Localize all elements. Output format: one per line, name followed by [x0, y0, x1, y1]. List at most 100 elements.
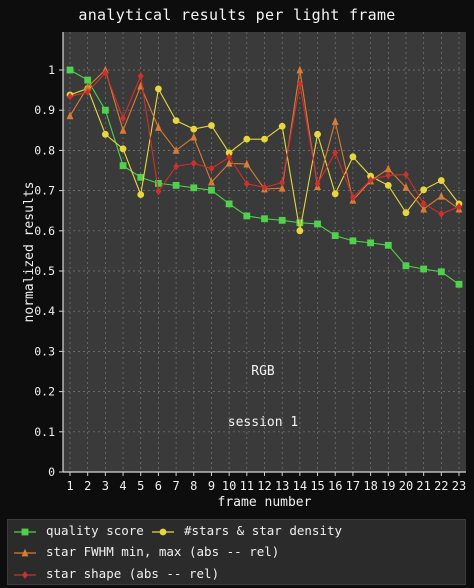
data-point: [437, 177, 445, 184]
data-point: [331, 232, 339, 240]
data-point: [137, 173, 145, 181]
data-point: [66, 111, 74, 120]
data-point: [350, 193, 356, 202]
legend-label: quality score: [46, 523, 144, 538]
x-tick-label: 14: [293, 479, 307, 493]
x-tick-label: 1: [66, 479, 73, 493]
data-point: [314, 179, 321, 188]
data-point: [84, 76, 92, 84]
data-point: [420, 186, 428, 194]
legend-symbol: [21, 528, 29, 535]
y-tick-label: 0: [48, 465, 55, 479]
x-tick-label: 7: [172, 479, 179, 493]
data-point: [190, 184, 198, 192]
x-tick-label: 23: [452, 479, 466, 493]
y-tick-label: 0.6: [34, 224, 55, 238]
data-point: [119, 125, 127, 134]
data-point: [367, 176, 374, 185]
data-point: [243, 159, 251, 168]
data-point: [403, 170, 409, 179]
legend-item: quality score: [14, 523, 144, 538]
data-point: [437, 191, 445, 200]
data-point: [208, 122, 215, 129]
y-tick-label: 0.1: [34, 425, 55, 439]
data-point: [384, 164, 392, 173]
data-point: [172, 181, 180, 189]
legend-symbol: [21, 548, 29, 556]
data-point: [84, 82, 92, 91]
data-point: [119, 145, 127, 153]
data-point: [402, 262, 410, 270]
legend-marker: [14, 570, 36, 579]
legend-item: star shape (abs -- rel): [14, 566, 219, 581]
chart-annotation: session 1: [228, 415, 298, 430]
data-point: [102, 68, 109, 77]
data-point: [261, 183, 268, 192]
data-point: [296, 65, 304, 74]
x-tick-label: 22: [434, 479, 448, 493]
x-tick-label: 2: [84, 479, 91, 493]
y-axis-label: normalized results: [22, 182, 37, 323]
data-point: [385, 171, 392, 180]
legend-item: #stars & star density: [152, 523, 342, 538]
x-tick-label: 12: [257, 479, 271, 493]
data-point: [278, 183, 286, 192]
legend-label: star shape (abs -- rel): [46, 566, 220, 581]
data-point: [190, 132, 198, 141]
data-point: [420, 204, 428, 213]
data-point: [225, 158, 233, 167]
data-point: [226, 153, 233, 162]
data-point: [137, 191, 145, 199]
y-tick-label: 0.5: [34, 264, 55, 278]
data-point: [437, 268, 445, 276]
x-tick-label: 16: [328, 479, 342, 493]
data-point: [296, 80, 303, 88]
legend-symbol: [22, 570, 28, 579]
data-point: [402, 209, 410, 217]
data-point: [278, 216, 286, 224]
data-point: [278, 122, 286, 130]
x-tick-label: 9: [208, 479, 215, 493]
x-tick-label: 15: [310, 479, 324, 493]
data-point: [456, 202, 462, 211]
x-tick-label: 20: [399, 479, 413, 493]
x-tick-label: 3: [102, 479, 109, 493]
data-point: [208, 177, 215, 186]
y-tick-label: 1: [48, 63, 55, 77]
data-point: [172, 146, 180, 154]
x-tick-label: 4: [119, 479, 126, 493]
chart-annotation: RGB: [251, 364, 275, 379]
y-tick-label: 0.8: [34, 143, 55, 157]
x-tick-label: 11: [240, 479, 254, 493]
y-tick-label: 0.9: [34, 103, 55, 117]
data-point: [243, 212, 251, 220]
data-point: [402, 182, 410, 191]
legend-marker: [14, 528, 36, 535]
legend-marker: [14, 548, 36, 556]
x-tick-label: 17: [346, 479, 360, 493]
data-point: [137, 72, 144, 80]
series-3: [67, 68, 462, 218]
data-point: [296, 219, 304, 227]
legend-item: star FWHM min, max (abs -- rel): [14, 544, 279, 559]
data-point: [420, 265, 428, 273]
data-point: [331, 190, 339, 198]
x-tick-label: 13: [275, 479, 289, 493]
data-point: [119, 162, 127, 170]
x-tick-label: 5: [137, 479, 144, 493]
data-point: [225, 149, 233, 157]
data-point: [367, 172, 374, 180]
data-point: [172, 117, 180, 125]
data-point: [67, 92, 73, 101]
data-point: [101, 106, 109, 114]
data-point: [243, 179, 250, 188]
x-tick-label: 6: [155, 479, 162, 493]
data-point: [155, 123, 162, 131]
data-point: [173, 162, 179, 171]
data-point: [190, 125, 198, 133]
data-point: [279, 178, 286, 187]
data-point: [420, 199, 427, 208]
data-point: [208, 164, 215, 173]
legend-label: #stars & star density: [184, 523, 343, 538]
